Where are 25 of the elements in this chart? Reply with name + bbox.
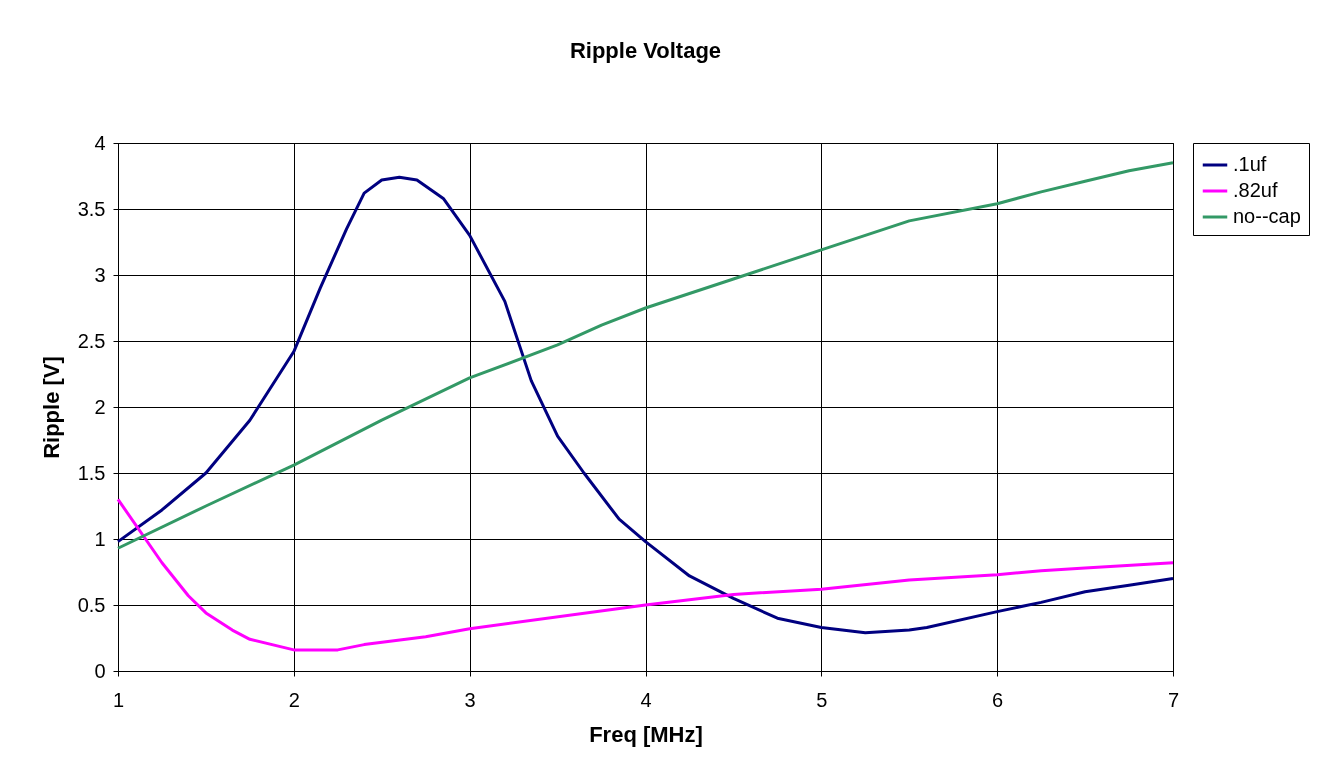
line-series [116, 175, 1175, 635]
y-tick-label: 0 [94, 659, 106, 682]
x-tick-label: 3 [464, 688, 476, 711]
y-tick-label: 3 [94, 263, 106, 286]
y-tick-label: 1 [94, 527, 106, 550]
x-tick-label: 4 [640, 688, 652, 711]
legend-label: no--cap [1233, 205, 1301, 227]
x-tick-label: 1 [112, 688, 125, 711]
y-tick-label: 2.5 [77, 329, 106, 352]
x-tick-label: 6 [992, 688, 1004, 711]
y-axis-title: Ripple [V] [38, 356, 64, 459]
y-tick-label: 1.5 [77, 461, 106, 484]
x-tick-label: 2 [288, 688, 300, 711]
line-series [116, 497, 1175, 652]
x-tick-label: 5 [816, 688, 828, 711]
y-tick-label: 2 [94, 395, 106, 418]
legend-label: .82uf [1233, 179, 1278, 201]
y-tick-label: 0.5 [77, 593, 106, 616]
y-tick-label: 3.5 [77, 197, 106, 220]
x-tick-label: 7 [1167, 688, 1180, 711]
chart-title: Ripple Voltage [569, 38, 722, 63]
legend-label: .1uf [1233, 153, 1267, 175]
x-axis-title: Freq [MHz] [589, 721, 703, 747]
line-series [116, 161, 1175, 550]
y-tick-label: 4 [94, 131, 106, 154]
